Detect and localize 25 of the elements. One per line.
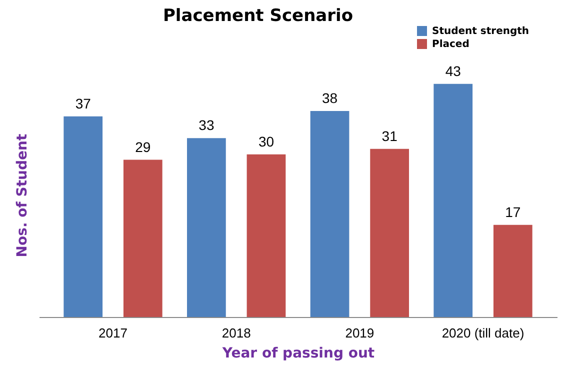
bar (64, 116, 103, 317)
bar (246, 154, 286, 317)
data-label: 31 (382, 128, 398, 144)
data-label: 30 (258, 133, 274, 150)
data-label: 29 (135, 138, 151, 155)
chart-title: Placement Scenario (162, 6, 354, 26)
legend-label: Placed (432, 39, 470, 50)
x-axis-title: Year of passing out (221, 346, 375, 362)
bar (187, 138, 226, 317)
x-tick-label: 2018 (222, 326, 251, 340)
x-tick-label: 2020 (till date) (442, 326, 524, 340)
data-label: 33 (198, 117, 214, 134)
bar (310, 110, 350, 317)
data-label: 43 (445, 62, 462, 79)
data-label: 37 (75, 95, 92, 112)
legend-label: Student strength (432, 26, 530, 37)
data-label: 17 (505, 204, 521, 220)
x-tick-label: 2017 (98, 326, 128, 340)
bar (370, 148, 409, 317)
bar (493, 224, 532, 317)
bar (123, 160, 162, 317)
bar (434, 84, 473, 317)
y-axis-title: Nos. of Student (14, 134, 30, 258)
data-label: 38 (322, 90, 338, 106)
x-tick-label: 2019 (345, 326, 374, 340)
